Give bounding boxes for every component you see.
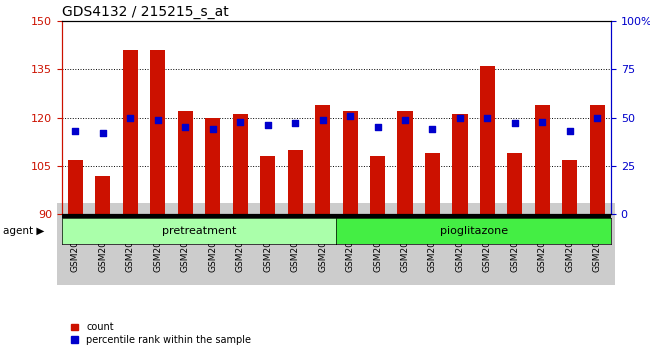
Bar bbox=[590, 105, 605, 214]
Bar bbox=[123, 50, 138, 214]
Bar bbox=[508, 153, 523, 214]
Bar bbox=[205, 118, 220, 214]
Point bbox=[372, 125, 383, 130]
Point bbox=[455, 115, 465, 120]
Text: pretreatment: pretreatment bbox=[162, 226, 236, 236]
Text: GDS4132 / 215215_s_at: GDS4132 / 215215_s_at bbox=[62, 5, 229, 19]
Bar bbox=[150, 50, 165, 214]
Bar bbox=[370, 156, 385, 214]
Bar bbox=[343, 111, 358, 214]
Bar bbox=[480, 66, 495, 214]
Point bbox=[592, 115, 603, 120]
Bar bbox=[315, 105, 330, 214]
Legend: count, percentile rank within the sample: count, percentile rank within the sample bbox=[66, 319, 255, 349]
Point bbox=[537, 119, 547, 124]
Bar bbox=[178, 111, 193, 214]
Point bbox=[235, 119, 246, 124]
Bar bbox=[452, 114, 467, 214]
Bar bbox=[562, 160, 577, 214]
Point bbox=[125, 115, 136, 120]
Text: pioglitazone: pioglitazone bbox=[439, 226, 508, 236]
Point bbox=[400, 117, 410, 122]
Bar bbox=[260, 156, 275, 214]
Bar bbox=[233, 114, 248, 214]
Point bbox=[70, 129, 81, 134]
Bar bbox=[535, 105, 550, 214]
Bar bbox=[96, 176, 111, 214]
Bar bbox=[398, 111, 413, 214]
Point bbox=[482, 115, 493, 120]
Point bbox=[263, 122, 273, 128]
Point bbox=[180, 125, 190, 130]
Text: agent ▶: agent ▶ bbox=[3, 226, 45, 236]
Point bbox=[207, 126, 218, 132]
Point bbox=[565, 129, 575, 134]
Bar bbox=[425, 153, 440, 214]
Bar bbox=[68, 160, 83, 214]
Point bbox=[98, 130, 108, 136]
Point bbox=[510, 121, 520, 126]
Point bbox=[290, 121, 300, 126]
Point bbox=[153, 117, 163, 122]
Point bbox=[317, 117, 328, 122]
Bar bbox=[288, 150, 303, 214]
Point bbox=[345, 113, 356, 119]
Point bbox=[427, 126, 437, 132]
